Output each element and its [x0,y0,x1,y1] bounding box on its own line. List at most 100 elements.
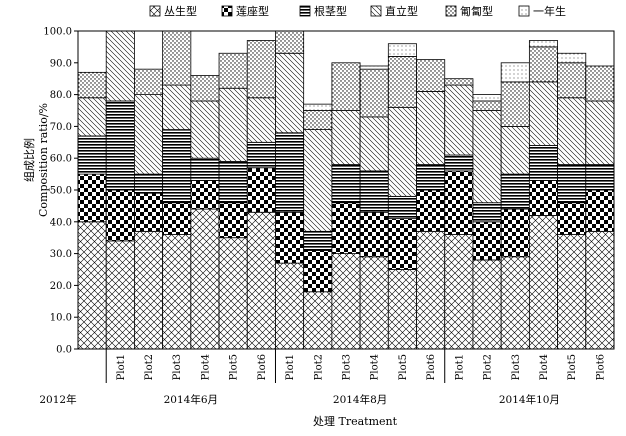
y-tick-label: 50.0 [50,186,72,197]
legend-swatch [221,5,233,17]
y-tick-label: 10.0 [50,313,72,324]
bar-segment-1 [585,230,615,350]
bar-segment-5 [472,100,502,111]
bar-segment-2 [387,218,417,270]
x-tick-label: Plot3 [342,354,353,380]
bar-segment-5 [246,40,276,99]
chart-legend: 丛生型 莲座型 根茎型 直立型 匍匐型 一年生 [149,4,566,18]
y-tick-label: 20.0 [50,281,72,292]
bar-segment-2 [190,180,220,210]
y-axis-title-cn: 组成比例 [22,138,36,182]
x-tick-label: Plot4 [539,354,550,380]
bar-segment-1 [275,262,305,350]
x-tick-label: Plot2 [313,354,324,380]
bar-segment-5 [557,62,587,99]
bar-segment-6 [387,43,417,57]
bar-segment-4 [105,30,135,102]
bar-segment-4 [387,106,417,197]
x-tick-label: Plot5 [398,354,409,380]
y-axis-title-en: Composition ratio/% [37,103,50,217]
bar-segment-3 [331,164,361,204]
bar-segment-3 [472,202,502,223]
y-tick-label: 0.0 [56,345,72,356]
bar-segment-1 [472,259,502,350]
bar-segment-4 [585,100,615,165]
bar-segment-3 [77,135,107,175]
bar-stacks [77,30,615,350]
bar-segment-5 [416,59,446,92]
bar-segment-2 [557,202,587,235]
bar-segment-3 [105,100,135,191]
bar-segment-1 [331,253,361,350]
bar-segment-4 [246,97,276,143]
bar-segment-1 [387,269,417,350]
x-axis-title: 处理 Treatment [313,415,398,428]
bar-segment-1 [500,256,530,350]
legend-label: 一年生 [533,4,566,18]
legend-label: 丛生型 [164,4,197,18]
bar-segment-3 [359,170,389,213]
bar-segment-5 [162,30,192,86]
chart-axes: 0.0 10.0 20.0 30.0 40.0 50.0 60.0 70.0 80.0 90.0 1… [39,27,615,406]
x-tick-label: Plot5 [567,354,578,380]
x-tick-label: Plot6 [257,354,268,380]
bar-segment-5 [275,30,305,54]
bar-segment-3 [585,164,615,191]
x-tick-label: Plot2 [144,354,155,380]
bar-segment-1 [105,240,135,350]
y-tick-label: 70.0 [50,122,72,133]
bar-segment-1 [416,230,446,350]
bar-segment-1 [134,230,164,350]
bar-segment-1 [557,234,587,350]
bar-segment-2 [303,250,333,293]
bar-segment-2 [500,208,530,258]
x-tick-label: Plot1 [116,354,127,380]
x-tick-label: Plot6 [595,354,606,380]
x-tick-label: Plot1 [454,354,465,380]
bar-segment-4 [218,87,248,162]
bar-segment-3 [246,141,276,169]
bar-segment-2 [585,189,615,232]
bar-segment-6 [528,40,558,48]
y-tick-label: 90.0 [50,58,72,69]
bar-segment-6 [557,52,587,64]
bar-segment-6 [359,65,389,70]
bar-segment-1 [528,215,558,350]
bar-segment-5 [77,71,107,99]
bar-segment-2 [162,202,192,235]
bar-segment-1 [162,234,192,350]
bar-segment-3 [190,157,220,181]
group-label: 2014年6月 [164,393,218,406]
bar-segment-3 [416,164,446,191]
bar-segment-3 [387,195,417,220]
bar-segment-2 [105,189,135,242]
bar-segment-4 [472,110,502,204]
group-label: 2012年 [39,393,76,406]
x-tick-label: Plot3 [511,354,522,380]
bar-segment-3 [444,154,474,172]
bar-segment-2 [275,211,305,264]
bar-segment-2 [134,192,164,232]
bar-segment-3 [500,173,530,210]
y-tick-label: 40.0 [50,217,72,228]
bar-segment-5 [303,110,333,130]
bar-segment-3 [162,129,192,204]
bar-segment-5 [331,62,361,111]
bar-segment-3 [218,160,248,204]
bar-segment-5 [444,78,474,86]
bar-segment-5 [190,75,220,102]
x-tick-label: Plot3 [172,354,183,380]
bar-segment-6 [500,62,530,83]
legend-swatch [445,5,457,17]
y-tick-label: 80.0 [50,90,72,101]
x-tick-label: Plot2 [483,354,494,380]
bar-segment-2 [444,170,474,235]
bar-segment-3 [134,173,164,194]
bar-segment-3 [528,145,558,181]
bar-segment-5 [134,68,164,96]
x-tick-label: Plot6 [426,354,437,380]
bar-segment-1 [77,221,107,350]
bar-segment-2 [359,211,389,258]
bar-segment-4 [528,81,558,146]
